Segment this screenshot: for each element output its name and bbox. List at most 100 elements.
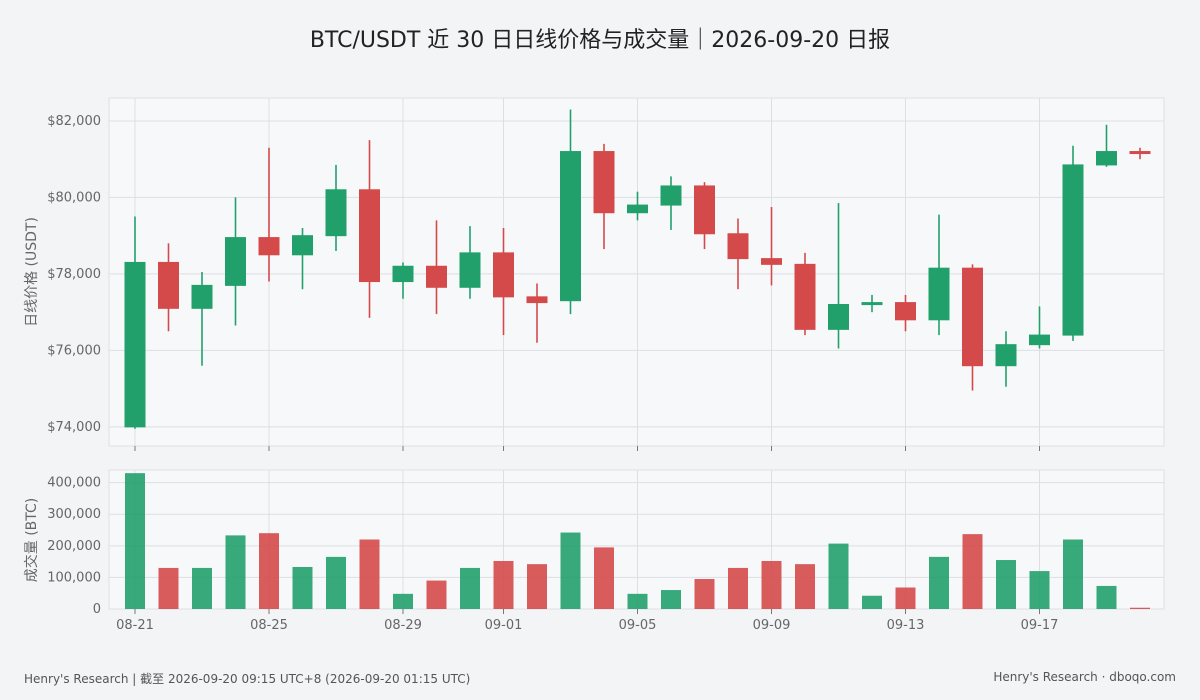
candle — [191, 272, 213, 366]
candle — [258, 147, 280, 282]
candle — [962, 264, 983, 391]
volume-bar — [1130, 607, 1150, 609]
footer-source: Henry's Research | 截至 2026-09-20 09:15 U… — [24, 672, 471, 686]
footer-brand: Henry's Research · dboqo.com — [993, 670, 1176, 684]
price-y-tick-label: $76,000 — [47, 343, 101, 358]
volume-bar — [125, 473, 145, 609]
candle — [526, 283, 548, 343]
x-tick-label: 08-29 — [384, 618, 422, 633]
price-y-tick-label: $74,000 — [47, 420, 101, 435]
candle — [761, 206, 782, 286]
volume-bar — [795, 564, 815, 609]
volume-bar — [996, 560, 1016, 609]
candle-body — [761, 258, 782, 265]
volume-bar — [962, 534, 983, 609]
volume-bar — [426, 580, 447, 609]
price-y-tick-label: $82,000 — [47, 114, 101, 129]
price-y-axis-label: 日线价格 (USDT) — [24, 217, 40, 327]
candle-body — [359, 189, 380, 283]
volume-bar — [661, 590, 681, 609]
volume-y-tick-label: 400,000 — [47, 476, 101, 491]
chart-title: BTC/USDT 近 30 日日线价格与成交量｜2026-09-20 日报 — [309, 28, 891, 53]
candle — [325, 164, 347, 251]
candle — [794, 252, 816, 336]
volume-panel: 0 100,000 200,000 300,000 400,000 08-21 08-25 0… — [47, 469, 1165, 633]
price-y-tick-label: $80,000 — [47, 190, 101, 205]
candle-body — [928, 267, 950, 321]
volume-bar — [694, 578, 715, 609]
volume-bar — [292, 566, 313, 609]
volume-bar — [828, 543, 849, 609]
candle — [359, 140, 380, 318]
candle-body — [225, 237, 246, 286]
volume-bar — [862, 595, 882, 609]
candle — [593, 143, 615, 250]
candle — [828, 203, 849, 349]
volume-bar — [493, 560, 514, 609]
candle — [1062, 145, 1084, 341]
candle-body — [794, 263, 816, 330]
candle-body — [962, 267, 983, 367]
candle — [895, 294, 916, 332]
price-plot-area — [108, 97, 1165, 447]
volume-bar — [1029, 571, 1050, 609]
volume-bar — [393, 593, 413, 609]
candle — [426, 220, 447, 315]
volume-bar — [895, 587, 916, 609]
candle-body — [593, 151, 615, 214]
x-tick-label: 08-25 — [250, 618, 288, 633]
candle-body — [292, 235, 313, 256]
volume-y-tick-label: 200,000 — [47, 539, 101, 554]
candle-body — [828, 304, 849, 330]
candle-body — [694, 185, 715, 235]
volume-bar — [728, 567, 748, 609]
candle-body — [861, 302, 883, 306]
volume-bar — [627, 593, 648, 609]
candle-body — [560, 151, 581, 302]
candle-body — [124, 261, 146, 428]
candle — [694, 182, 715, 250]
candle-body — [1129, 151, 1151, 155]
volume-bar — [527, 564, 547, 609]
x-tick-label: 08-21 — [116, 618, 154, 633]
x-tick-label: 09-09 — [753, 618, 791, 633]
candle — [1029, 306, 1050, 349]
volume-bar — [460, 567, 480, 609]
candle-body — [660, 185, 682, 206]
candle — [627, 191, 648, 221]
volume-bar — [1096, 585, 1117, 609]
volume-y-tick-label: 100,000 — [47, 570, 101, 585]
volume-bar — [192, 567, 212, 609]
volume-bar — [359, 539, 380, 609]
candle-body — [1096, 151, 1117, 166]
volume-y-tick-label: 300,000 — [47, 507, 101, 522]
candle — [995, 331, 1017, 387]
volume-bar — [761, 560, 782, 609]
volume-bar — [259, 533, 279, 609]
candle-body — [1062, 164, 1084, 336]
candle — [392, 262, 414, 299]
candle — [928, 214, 950, 336]
volume-bar — [1063, 539, 1083, 609]
candle — [124, 216, 146, 429]
x-tick-label: 09-13 — [887, 618, 925, 633]
candle-body — [995, 344, 1017, 367]
volume-y-axis-label: 成交量 (BTC) — [23, 498, 40, 583]
candle-body — [459, 252, 481, 288]
price-panel: $74,000 $76,000 $78,000 $80,000 $82,000 — [47, 97, 1165, 451]
candle — [459, 226, 481, 299]
candle — [660, 176, 682, 230]
volume-y-tick-label: 0 — [93, 602, 101, 617]
volume-bar — [225, 535, 246, 609]
volume-bar — [594, 547, 614, 609]
x-tick-label: 09-17 — [1021, 618, 1059, 633]
candle-body — [392, 265, 414, 283]
candle-body — [526, 296, 548, 304]
candle-body — [426, 265, 447, 288]
candle-body — [895, 302, 916, 321]
candle-body — [191, 284, 213, 309]
candle — [861, 294, 883, 313]
candle-body — [158, 261, 179, 309]
candle — [1096, 124, 1117, 167]
